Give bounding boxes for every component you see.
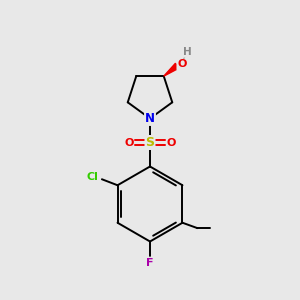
Polygon shape: [164, 63, 179, 76]
Text: H: H: [183, 47, 192, 57]
Text: N: N: [145, 112, 155, 125]
Text: F: F: [146, 257, 154, 268]
Text: O: O: [167, 137, 176, 148]
Text: O: O: [177, 59, 187, 70]
Text: O: O: [124, 137, 134, 148]
Text: S: S: [146, 136, 154, 149]
Text: Cl: Cl: [87, 172, 99, 182]
